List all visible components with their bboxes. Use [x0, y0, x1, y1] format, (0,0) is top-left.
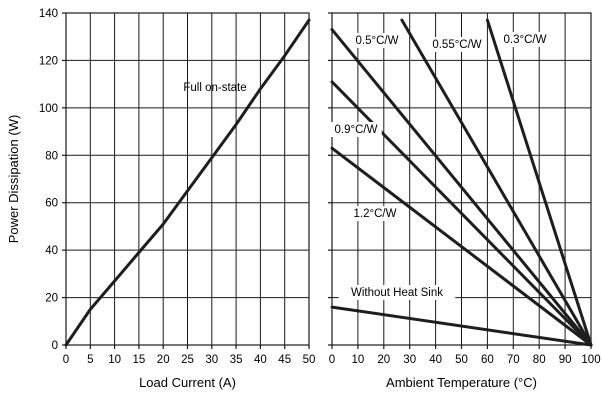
right-x-tick-label: 0 — [329, 354, 335, 366]
series-label-0-55-deg-c-w: 0.55°C/W — [432, 39, 481, 51]
left-x-tick-label: 20 — [157, 354, 170, 366]
left-x-tick-label: 25 — [181, 354, 194, 366]
left-x-axis-title: Load Current (A) — [139, 375, 236, 390]
left-x-tick-label: 5 — [87, 354, 93, 366]
series-line-0-55-deg-c-w — [400, 18, 593, 347]
series-label-full-on-state: Full on-state — [183, 82, 246, 94]
series-line-1-2-deg-c-w — [330, 146, 593, 347]
series-label-without-heat-sink: Without Heat Sink — [351, 287, 443, 299]
left-y-tick-label: 120 — [39, 55, 58, 67]
right-x-tick-label: 50 — [455, 354, 468, 366]
label-background-without-heat-sink — [338, 285, 456, 300]
series-label-1-2-deg-c-w: 1.2°C/W — [354, 208, 397, 220]
left-y-axis-title: Power Dissipation (W) — [6, 115, 21, 244]
right-chart-axes: 0 10 20 30 40 50 60 70 80 90 100 Ambient Temperatur… — [328, 12, 601, 390]
right-x-tick-label: 100 — [581, 354, 600, 366]
label-background-0-5-deg-c-w — [351, 33, 403, 48]
left-y-tick-label: 20 — [45, 293, 58, 305]
chart-labels: Full on-state 0.5°C/W 0.55°C/W 0.3°C/W 0.9°C… — [183, 32, 551, 300]
right-x-tick-label: 70 — [507, 354, 520, 366]
series-line-without-heat-sink — [330, 305, 593, 347]
left-y-tick-label: 60 — [45, 198, 58, 210]
left-x-tick-label: 50 — [303, 354, 316, 366]
left-chart-axes: 0 5 10 15 20 25 30 35 40 45 50 0 20 40 60 80 100 120 140 Lo… — [6, 8, 315, 390]
left-x-tick-label: 0 — [63, 354, 69, 366]
right-x-axis-title: Ambient Temperature (°C) — [386, 375, 537, 390]
right-x-tick-label: 10 — [352, 354, 365, 366]
series-line-full-on-state — [64, 18, 311, 347]
series-line-0-3-deg-c-w — [485, 18, 593, 347]
left-x-tick-label: 15 — [133, 354, 146, 366]
series-line-0-5-deg-c-w — [330, 28, 593, 347]
series-label-0-5-deg-c-w: 0.5°C/W — [356, 35, 399, 47]
left-chart-series — [64, 18, 311, 347]
right-x-tick-label: 30 — [403, 354, 416, 366]
label-background-1-2-deg-c-w — [349, 206, 401, 221]
right-x-tick-label: 90 — [559, 354, 572, 366]
left-x-tick-label: 10 — [108, 354, 121, 366]
left-x-tick-label: 40 — [254, 354, 267, 366]
left-y-tick-label: 80 — [45, 150, 58, 162]
right-x-tick-label: 20 — [377, 354, 390, 366]
left-x-tick-label: 35 — [230, 354, 243, 366]
right-chart-grid — [332, 13, 591, 345]
left-chart-grid — [66, 13, 309, 345]
right-x-tick-label: 60 — [481, 354, 494, 366]
left-y-tick-label: 140 — [39, 8, 58, 20]
right-x-tick-label: 40 — [429, 354, 442, 366]
right-chart-series — [330, 18, 593, 347]
series-label-0-3-deg-c-w: 0.3°C/W — [504, 34, 547, 46]
left-y-tick-label: 0 — [52, 340, 58, 352]
label-background-0-55-deg-c-w — [428, 37, 486, 52]
label-background-0-3-deg-c-w — [499, 32, 551, 47]
left-x-tick-label: 30 — [205, 354, 218, 366]
left-y-tick-label: 100 — [39, 103, 58, 115]
series-label-0-9-deg-c-w: 0.9°C/W — [335, 124, 378, 136]
label-background-0-9-deg-c-w — [330, 122, 382, 137]
right-x-tick-label: 80 — [533, 354, 546, 366]
left-x-tick-label: 45 — [278, 354, 291, 366]
left-y-tick-label: 40 — [45, 245, 58, 257]
